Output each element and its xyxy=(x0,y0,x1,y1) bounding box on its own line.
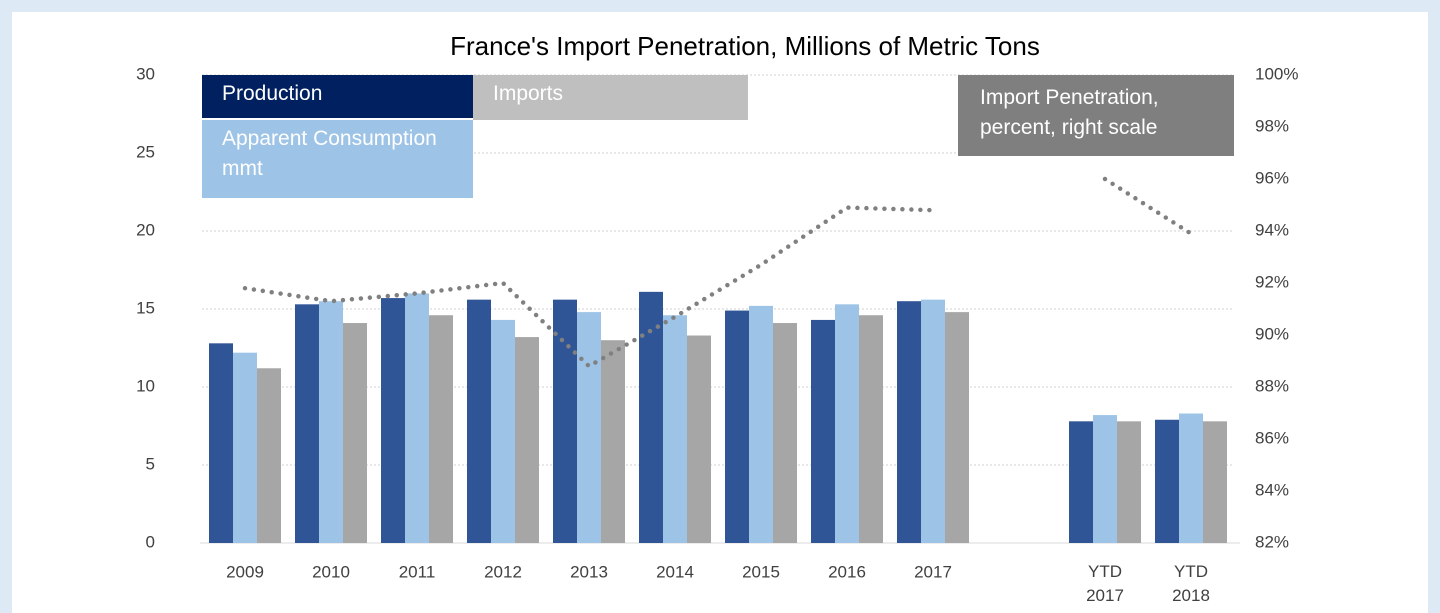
chart-area: France's Import Penetration, Millions of… xyxy=(12,12,1428,613)
bar xyxy=(491,319,515,543)
bar xyxy=(835,304,859,543)
y-tick-label: 10 xyxy=(136,376,155,395)
x-tick-label: 2009 xyxy=(226,562,264,581)
bar xyxy=(859,315,883,543)
x-tick-line: YTD xyxy=(1174,562,1208,581)
bar xyxy=(553,299,577,543)
y2-tick-label: 92% xyxy=(1255,272,1289,291)
bar xyxy=(1155,419,1179,543)
bar xyxy=(1179,413,1203,543)
x-tick-label: 2011 xyxy=(399,562,436,581)
bar xyxy=(405,293,429,543)
y2-tick-label: 88% xyxy=(1255,376,1289,395)
bar xyxy=(577,312,601,543)
bar xyxy=(921,299,945,543)
x-tick-label: YTD 2017 xyxy=(1086,562,1124,605)
x-tick-label: YTD 2018 xyxy=(1172,562,1210,605)
bar xyxy=(343,323,367,543)
x-tick-line: 2018 xyxy=(1172,586,1210,605)
line xyxy=(242,176,1194,369)
bar xyxy=(295,304,319,543)
bar xyxy=(945,312,969,543)
chart: France's Import Penetration, Millions of… xyxy=(136,31,1298,606)
bar xyxy=(687,335,711,543)
y2-tick-label: 96% xyxy=(1255,168,1289,187)
bar xyxy=(257,368,281,543)
chart-title: France's Import Penetration, Millions of… xyxy=(450,31,1040,61)
x-tick-line: YTD xyxy=(1088,562,1122,581)
x-tick-label: 2016 xyxy=(828,562,866,581)
bar xyxy=(1069,421,1093,543)
bar xyxy=(233,352,257,543)
x-tick-label: 2012 xyxy=(484,562,522,581)
bar xyxy=(381,298,405,543)
y2-tick-label: 84% xyxy=(1255,480,1289,499)
legend-production: Production xyxy=(202,75,473,118)
bar xyxy=(1093,415,1117,543)
bar xyxy=(209,343,233,543)
y-tick-label: 25 xyxy=(136,142,155,161)
bar xyxy=(601,340,625,543)
legend-consumption: Apparent Consumption mmt xyxy=(202,120,473,198)
x-tick-label: 2015 xyxy=(742,562,780,581)
y-tick-label: 0 xyxy=(146,532,155,551)
x-tick-label: 2010 xyxy=(312,562,350,581)
bar xyxy=(1203,421,1227,543)
bar xyxy=(467,299,491,543)
bar xyxy=(429,315,453,543)
y2-tick-label: 98% xyxy=(1255,116,1289,135)
x-tick-label: 2014 xyxy=(656,562,694,581)
bar xyxy=(773,323,797,543)
y-tick-label: 30 xyxy=(136,64,155,83)
y-tick-label: 20 xyxy=(136,220,155,239)
x-tick-line: 2017 xyxy=(1086,586,1124,605)
bar xyxy=(897,301,921,543)
bar xyxy=(319,301,343,543)
bar xyxy=(515,337,539,543)
x-tick-label: 2017 xyxy=(914,562,952,581)
bar xyxy=(725,310,749,543)
bar xyxy=(663,315,687,543)
y2-tick-label: 100% xyxy=(1255,64,1298,83)
y-tick-label: 5 xyxy=(146,454,155,473)
x-tick-label: 2013 xyxy=(570,562,608,581)
bar xyxy=(811,319,835,543)
bar xyxy=(749,305,773,543)
legend-imports: Imports xyxy=(473,75,748,120)
y2-tick-label: 86% xyxy=(1255,428,1289,447)
y2-tick-label: 94% xyxy=(1255,220,1289,239)
legend-penetration: Import Penetration, percent, right scale xyxy=(958,75,1234,156)
bar xyxy=(1117,421,1141,543)
y-tick-label: 15 xyxy=(136,298,155,317)
y2-tick-label: 82% xyxy=(1255,532,1289,551)
y2-tick-label: 90% xyxy=(1255,324,1289,343)
